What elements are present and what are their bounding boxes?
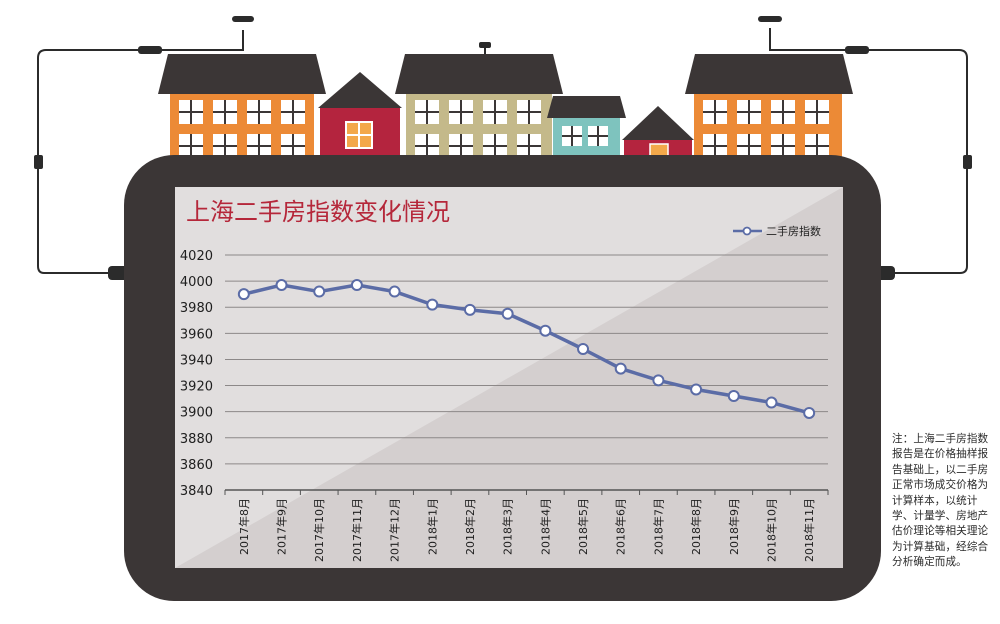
data-point <box>388 285 401 298</box>
y-tick-label: 4000 <box>180 275 213 290</box>
data-point <box>577 343 590 355</box>
x-tick-label: 2017年9月 <box>275 498 289 555</box>
x-tick-label: 2017年10月 <box>312 498 326 562</box>
x-tick-label: 2018年3月 <box>501 498 515 555</box>
x-tick-label: 2017年12月 <box>388 498 402 562</box>
y-tick-label: 4020 <box>180 249 213 264</box>
houses-illustration <box>158 54 853 164</box>
screen-shade <box>175 187 843 568</box>
x-tick-label: 2018年1月 <box>425 498 439 555</box>
x-tick-label: 2018年2月 <box>463 498 477 555</box>
series-path <box>243 283 810 415</box>
data-point <box>652 374 665 387</box>
chart-title: 上海二手房指数变化情况 <box>186 198 450 226</box>
data-point <box>426 298 439 311</box>
y-tick-label: 3980 <box>180 301 213 316</box>
footnote: 注：上海二手房指数报告是在价格抽样报告基础上，以二手房正常市场成交价格为计算样本… <box>892 433 989 569</box>
data-point <box>275 279 288 292</box>
data-point <box>501 307 514 320</box>
y-tick-label: 3880 <box>180 432 213 447</box>
data-point <box>614 362 627 375</box>
x-axis: 2017年8月 2017年9月 2017年10月 2017年11月 2017年12月 20… <box>224 489 829 562</box>
x-tick-label: 2018年10月 <box>764 498 778 562</box>
y-tick-label: 3960 <box>180 327 213 342</box>
data-point <box>350 279 363 292</box>
data-point <box>237 288 250 301</box>
data-point <box>539 324 552 337</box>
y-tick-label: 3840 <box>180 484 213 499</box>
data-point <box>690 383 703 396</box>
x-tick-label: 2018年6月 <box>614 498 628 555</box>
x-tick-label: 2018年7月 <box>651 498 665 555</box>
x-tick-label: 2017年8月 <box>237 498 251 555</box>
x-tick-label: 2018年8月 <box>689 498 703 555</box>
y-gridlines <box>225 254 828 465</box>
data-point <box>727 390 740 402</box>
series-line <box>237 279 816 419</box>
y-tick-label: 3900 <box>180 406 213 421</box>
data-point <box>803 406 816 419</box>
legend-label: 二手房指数 <box>766 224 821 238</box>
x-tick-label: 2018年9月 <box>727 498 741 555</box>
x-tick-label: 2018年4月 <box>538 498 552 555</box>
x-tick-label: 2018年5月 <box>576 498 590 555</box>
data-point <box>765 396 778 409</box>
x-tick-label: 2018年11月 <box>802 498 816 562</box>
y-axis: 3840 3860 3880 3900 3920 3940 3960 3980 4000 4020 <box>180 249 213 499</box>
data-point <box>463 303 476 316</box>
data-point <box>313 285 326 298</box>
y-tick-label: 3860 <box>180 458 213 473</box>
x-tick-label: 2017年11月 <box>350 498 364 562</box>
y-tick-label: 3940 <box>180 353 213 368</box>
legend: 二手房指数 <box>733 224 821 238</box>
y-tick-label: 3920 <box>180 380 213 395</box>
